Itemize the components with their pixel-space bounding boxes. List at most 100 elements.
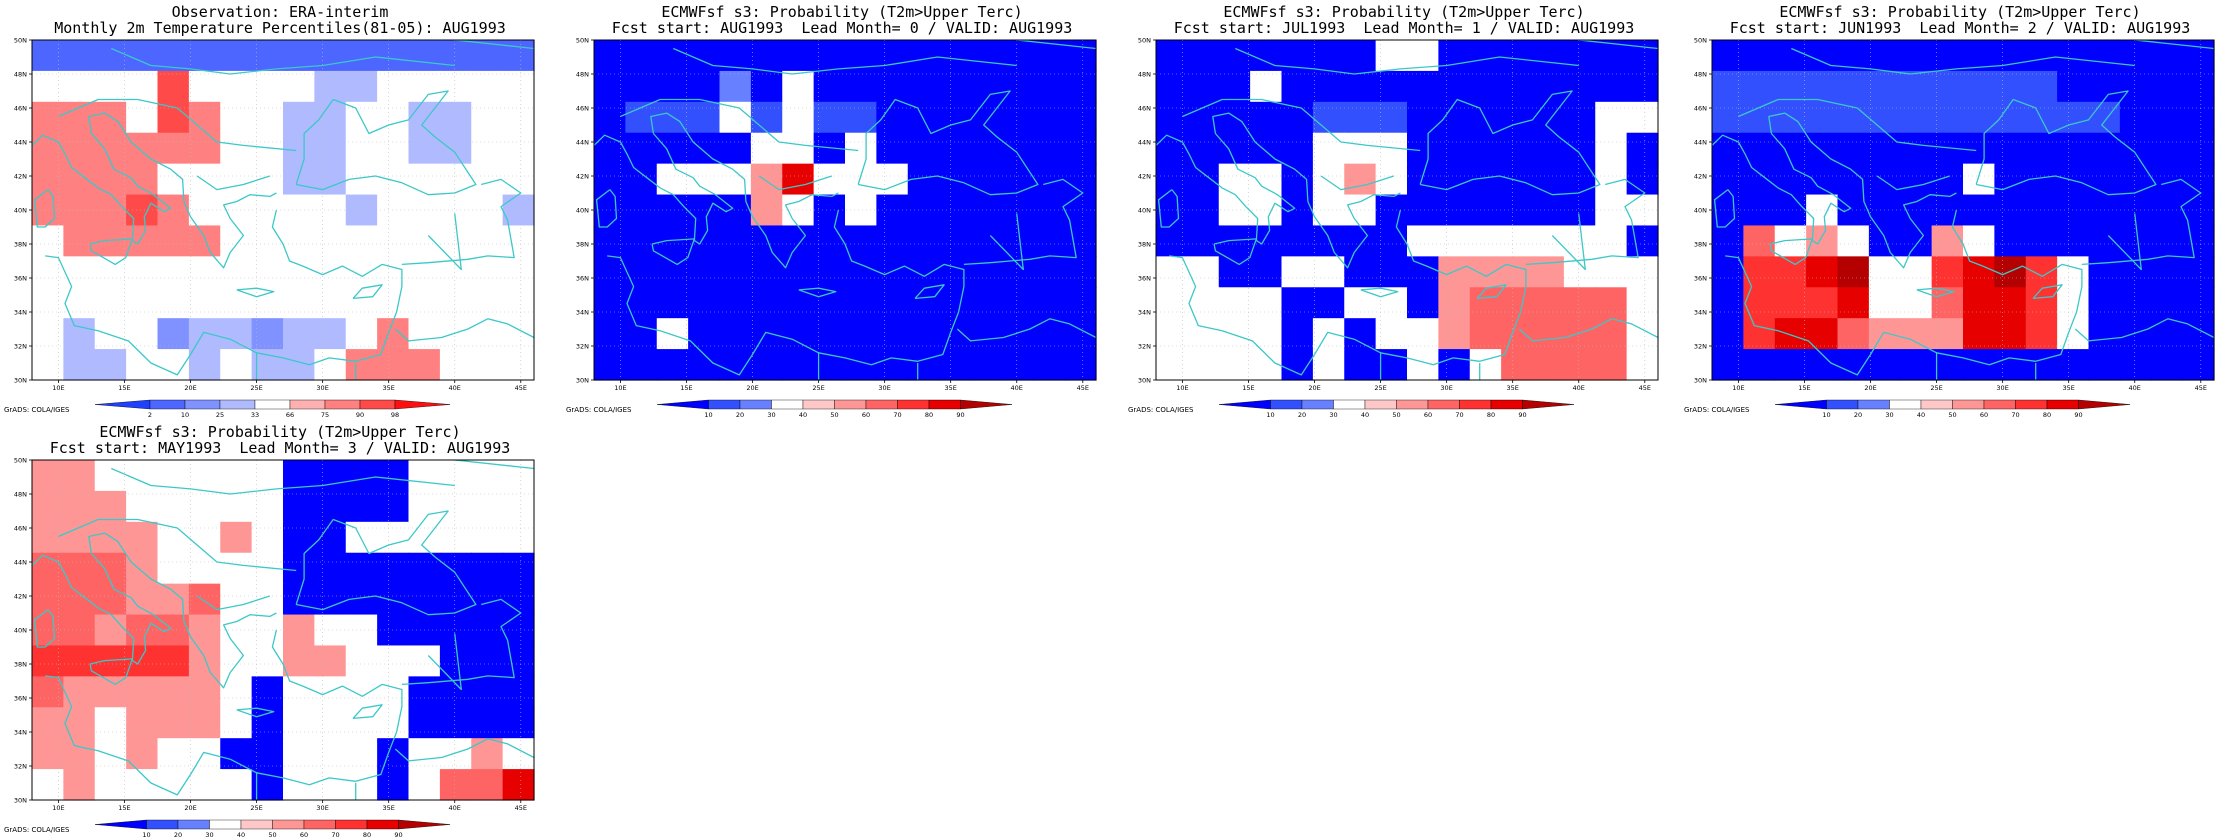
heatmap-cell [1312,287,1345,319]
heatmap-cell [439,645,472,677]
heatmap-cell [314,521,347,554]
colorbar-swatch [708,399,741,410]
heatmap-cell [188,256,221,288]
heatmap-cell [94,349,127,381]
heatmap-cell [2088,40,2121,72]
coastline [1551,213,1586,271]
coastline [1182,98,1421,152]
heatmap-cell [1868,287,1901,319]
heatmap-cell [345,490,378,523]
heatmap-cell [750,194,783,227]
y-tick-label: 46N [14,105,27,113]
heatmap-cell [939,287,972,319]
heatmap-cell [502,707,535,739]
heatmap-cell [126,40,159,72]
heatmap-cell [251,490,284,523]
heatmap-cell [377,40,410,72]
heatmap-cell [1001,101,1034,134]
y-tick-label: 32N [576,343,589,351]
heatmap-cell [471,101,504,134]
coastline [111,47,455,75]
x-tick-label: 15E [680,384,692,392]
coastline [295,90,477,196]
grads-credit: GrADS: COLA/IGES [4,826,70,834]
y-tick-label: 46N [1138,105,1151,113]
heatmap-cell [813,163,846,196]
heatmap-cell [1837,70,1870,103]
heatmap-cell [377,132,410,165]
heatmap-cell [1532,287,1565,319]
heatmap-cell [157,707,190,739]
heatmap-cell [1438,194,1471,227]
heatmap-cell [813,256,846,288]
heatmap-cell [126,163,159,196]
heatmap-cell [220,256,253,288]
heatmap-cell [1837,287,1870,319]
heatmap-cell [314,287,347,319]
heatmap-cell [1001,318,1034,350]
colorbar: 10 20 30 40 50 60 70 80 90 [1218,399,1575,419]
heatmap-cell [63,194,96,227]
heatmap-cell [1438,40,1471,72]
heatmap-cell [907,349,940,381]
heatmap-cell [1033,194,1066,227]
heatmap-cell [32,287,64,319]
heatmap-cell [63,287,96,319]
y-tick-label: 48N [14,71,27,79]
colorbar-label: 40 [237,831,245,839]
heatmap-cell [471,738,504,770]
heatmap-cell [157,132,190,165]
heatmap-cell [314,318,347,350]
heatmap-cell [1312,256,1345,288]
heatmap-cell [2182,132,2215,165]
x-tick-label: 30E [878,384,890,392]
heatmap-cell [1774,349,1807,381]
heatmap-cell [1218,194,1251,227]
heatmap-cell [782,101,815,134]
heatmap-cell [1963,256,1995,288]
heatmap-cell [750,70,783,103]
heatmap-cell [782,70,815,103]
heatmap-cell [1033,318,1066,350]
heatmap-cell [471,256,504,288]
colorbar-label: 80 [2043,411,2051,419]
heatmap-cell [1156,225,1188,257]
heatmap-cell [1806,256,1839,288]
colorbar-swatch [771,399,804,410]
heatmap-cell [1963,132,1995,165]
heatmap-cell [2151,349,2184,381]
heatmap-cell [94,552,127,585]
heatmap-cell [188,163,221,196]
x-tick-label: 10E [52,804,64,812]
heatmap-map: 10E 15E 20E 25E 30E 35E 40E 45E 30N 32N 34N 36N 38N 4… [14,457,535,839]
heatmap-cell [1438,70,1471,103]
y-tick-label: 36N [14,275,27,283]
heatmap-cell [283,645,315,677]
y-tick-label: 44N [1694,139,1707,147]
chart-panel-lead1: ECMWFsf s3: Probability (T2m>Upper Terc)… [1124,0,1684,420]
heatmap-cell [719,132,752,165]
colorbar-label: 10 [1822,411,1830,419]
heatmap-cell [1001,163,1034,196]
coastline [1518,318,1658,342]
colorbar-label: 70 [331,831,339,839]
heatmap-cell [1626,349,1659,381]
heatmap-cell [782,40,815,72]
heatmap-cell [1438,287,1471,319]
heatmap-cell [1994,40,2027,72]
heatmap-cell [813,194,846,227]
heatmap-cell [188,521,221,554]
heatmap-cell [750,318,783,350]
heatmap-cell [2088,349,2121,381]
heatmap-cell [314,490,347,523]
heatmap-cell [251,645,284,677]
heatmap-cell [1469,132,1502,165]
heatmap-cell [314,163,347,196]
heatmap-cell [782,163,815,196]
heatmap-cell [939,40,972,72]
heatmap-cell [970,349,1003,381]
heatmap-cell [1407,132,1439,165]
heatmap-cell [1837,163,1870,196]
x-tick-label: 35E [382,804,394,812]
colorbar-label: 40 [1917,411,1925,419]
